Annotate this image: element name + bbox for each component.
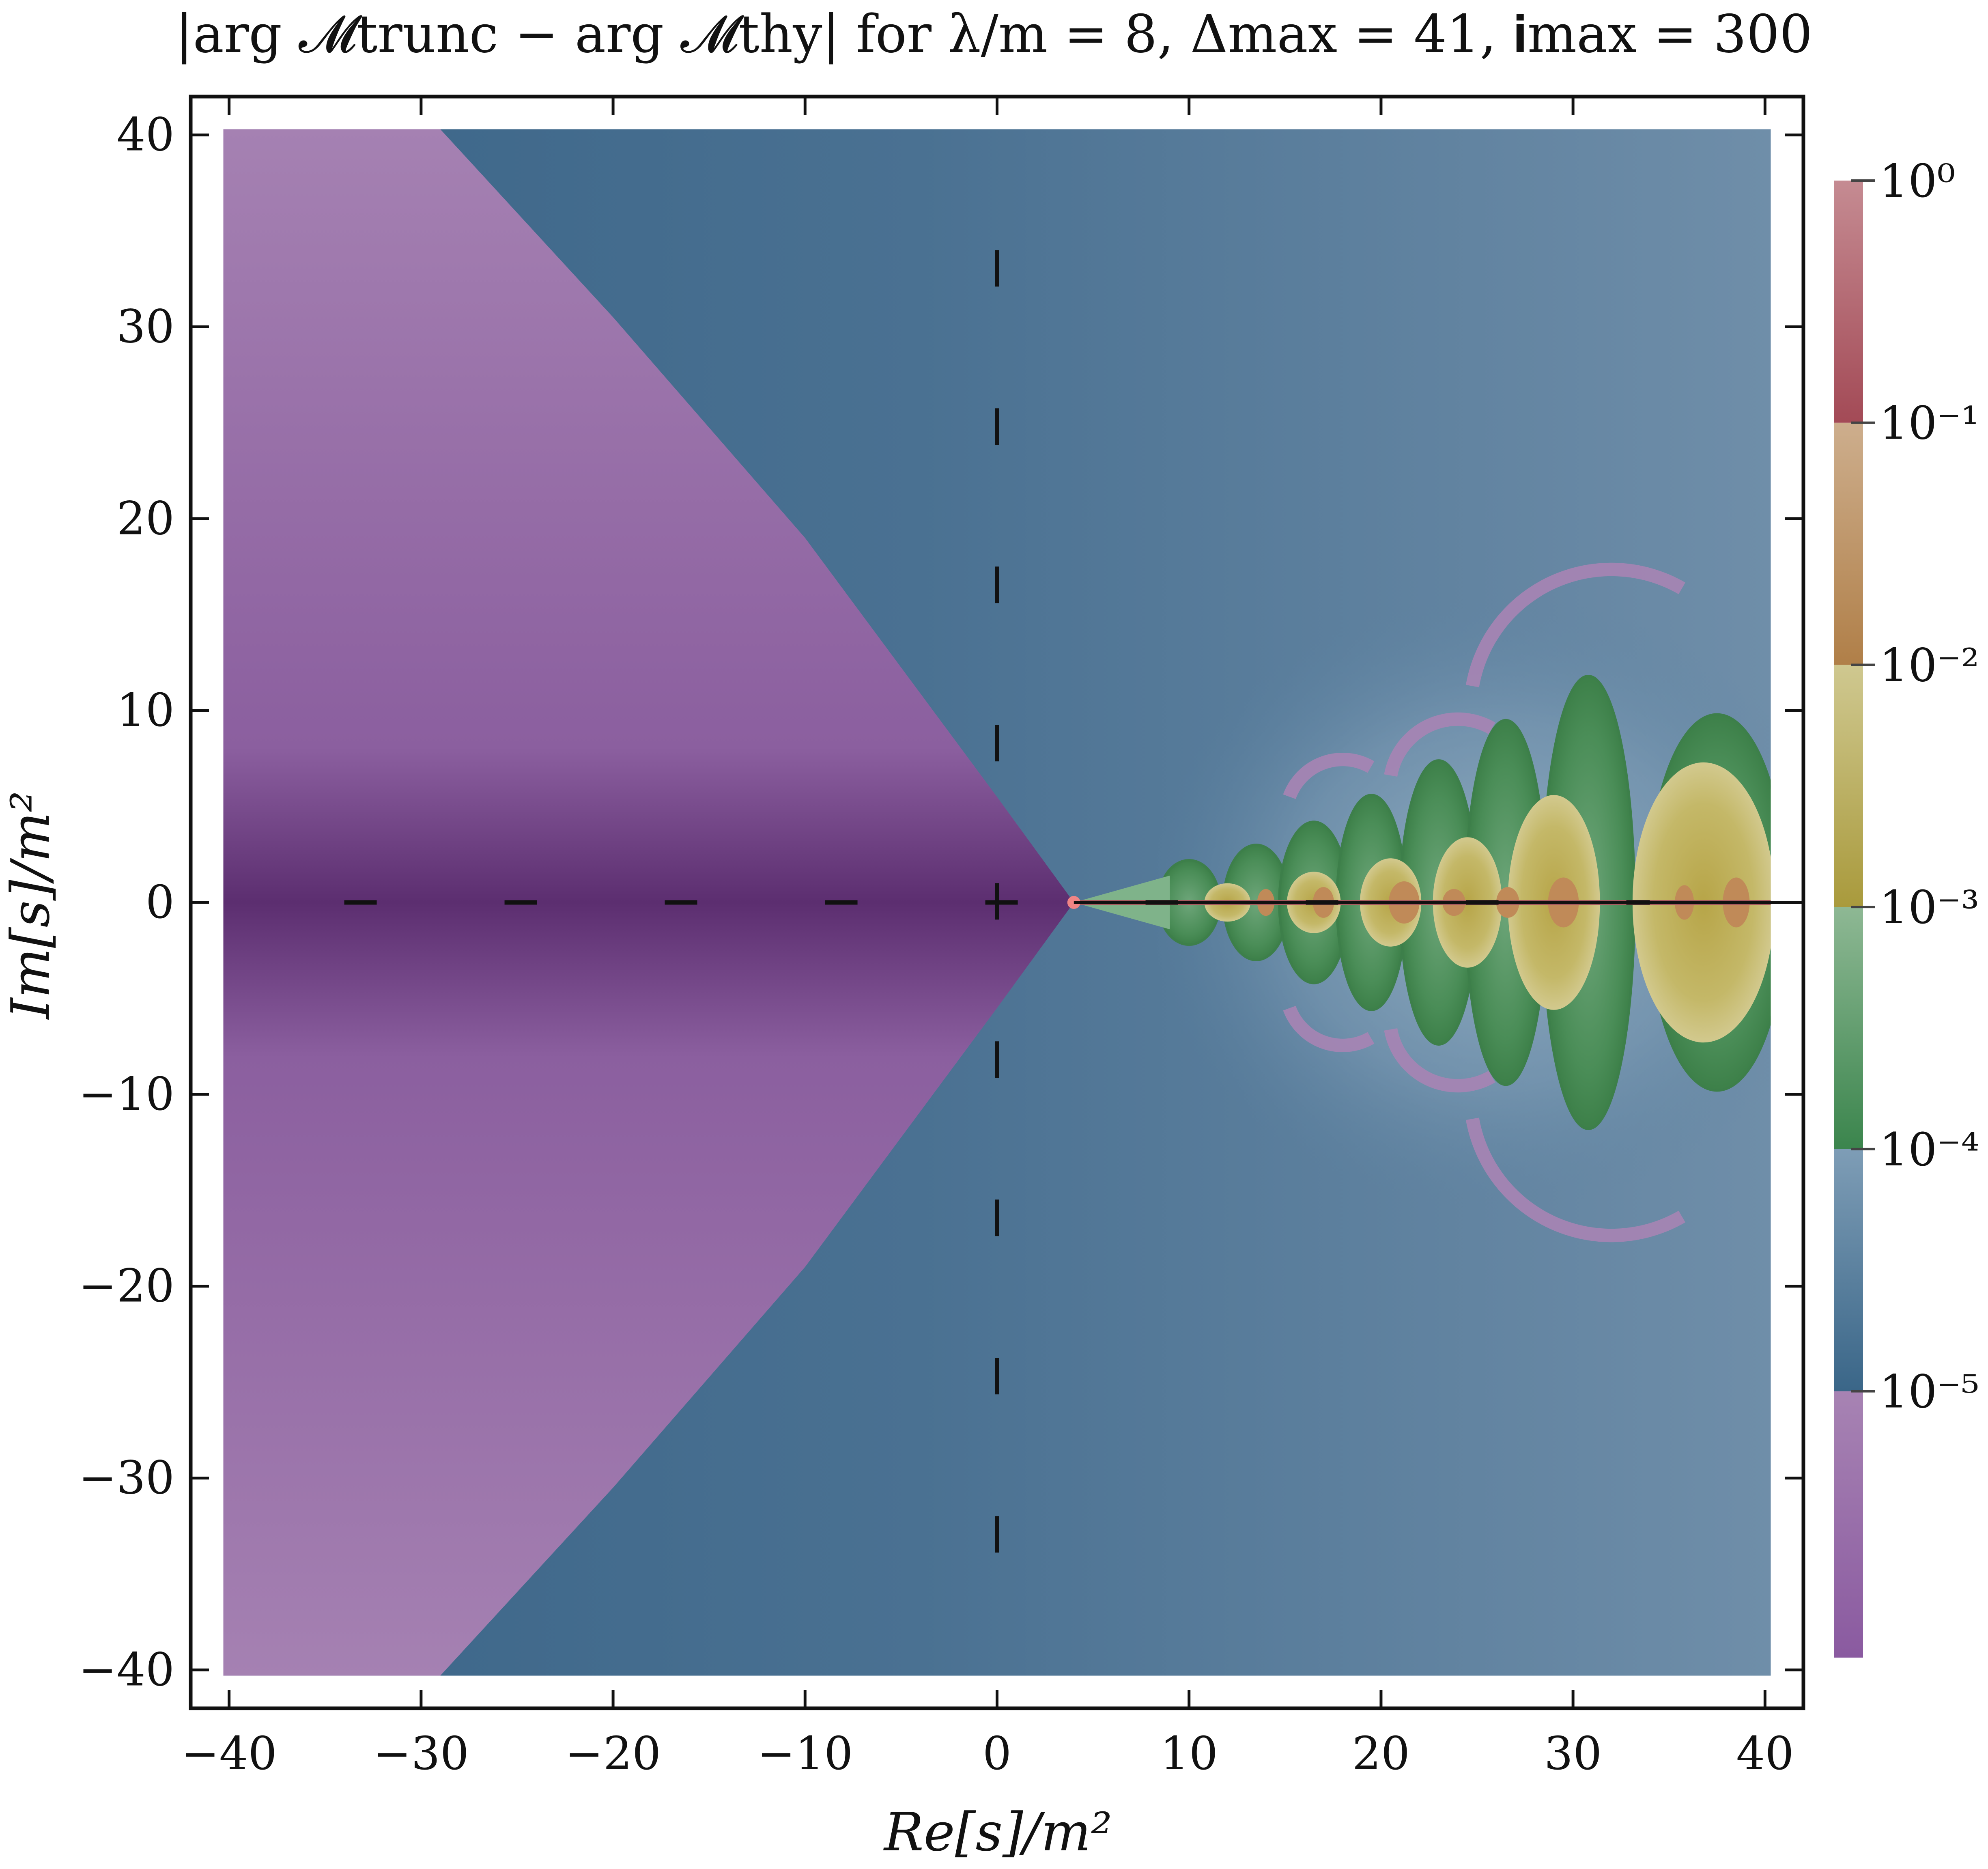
y-tick-label: 10 (116, 684, 174, 737)
x-tick-label: −20 (565, 1727, 661, 1780)
purple-arc (1283, 1006, 1375, 1052)
y-tick-label: −20 (79, 1260, 174, 1313)
colorbar-band-blue (1834, 1149, 1863, 1391)
y-tick-label: 40 (116, 109, 174, 161)
purple-arc (1384, 712, 1495, 777)
colorbar-band-red (1834, 181, 1863, 423)
colorbar-band-yellow (1834, 665, 1863, 907)
y-tick-label: −30 (79, 1452, 174, 1505)
x-tick-label: 20 (1352, 1727, 1410, 1780)
chart-title: |arg 𝓜trunc − arg 𝓜thy| for λ/m = 8, Δma… (175, 4, 1812, 65)
purple-arc (1465, 1118, 1685, 1242)
purple-arc (1384, 1028, 1495, 1093)
x-tick-label: 40 (1736, 1727, 1794, 1780)
x-tick-label: 10 (1160, 1727, 1218, 1780)
x-tick-label: 30 (1544, 1727, 1602, 1780)
colorbar-band-purple (1834, 1391, 1863, 1658)
y-tick-label: 30 (116, 300, 174, 353)
y-tick-label: −10 (79, 1068, 174, 1121)
colorbar-tick-label: 10⁻⁵ (1879, 1366, 1979, 1419)
colorbar-tick-label: 10⁻³ (1879, 881, 1979, 934)
y-tick-label: −40 (79, 1643, 174, 1696)
purple-wedge-region (223, 129, 1074, 1676)
colorbar-tick-label: 10⁻⁴ (1879, 1124, 1979, 1176)
x-tick-label: −10 (757, 1727, 853, 1780)
colorbar-tick-label: 10⁰ (1879, 155, 1955, 208)
colorbar-band-green (1834, 907, 1863, 1149)
colorbar-tick-label: 10⁻² (1879, 639, 1979, 692)
x-tick-label: −30 (373, 1727, 469, 1780)
x-tick-label: 0 (983, 1727, 1011, 1780)
axes: −40 −30 −20 −10 0 10 20 30 40 −40 −30 −20 −10 0 10 20 30… (79, 95, 1805, 1780)
x-tick-label: −40 (181, 1727, 277, 1780)
colorbar: 10⁰ 10⁻¹ 10⁻² 10⁻³ 10⁻⁴ 10⁻⁵ (1834, 155, 1979, 1658)
purple-arc (1465, 562, 1685, 687)
x-axis-label: Re[s]/m² (883, 1801, 1112, 1863)
purple-arc (1283, 753, 1375, 799)
colorbar-band-tan (1834, 422, 1863, 665)
y-tick-label: 0 (146, 876, 174, 929)
y-tick-label: 20 (116, 492, 174, 545)
colorbar-tick-label: 10⁻¹ (1879, 397, 1979, 450)
y-axis-label: Im[s]/m² (0, 791, 61, 1020)
